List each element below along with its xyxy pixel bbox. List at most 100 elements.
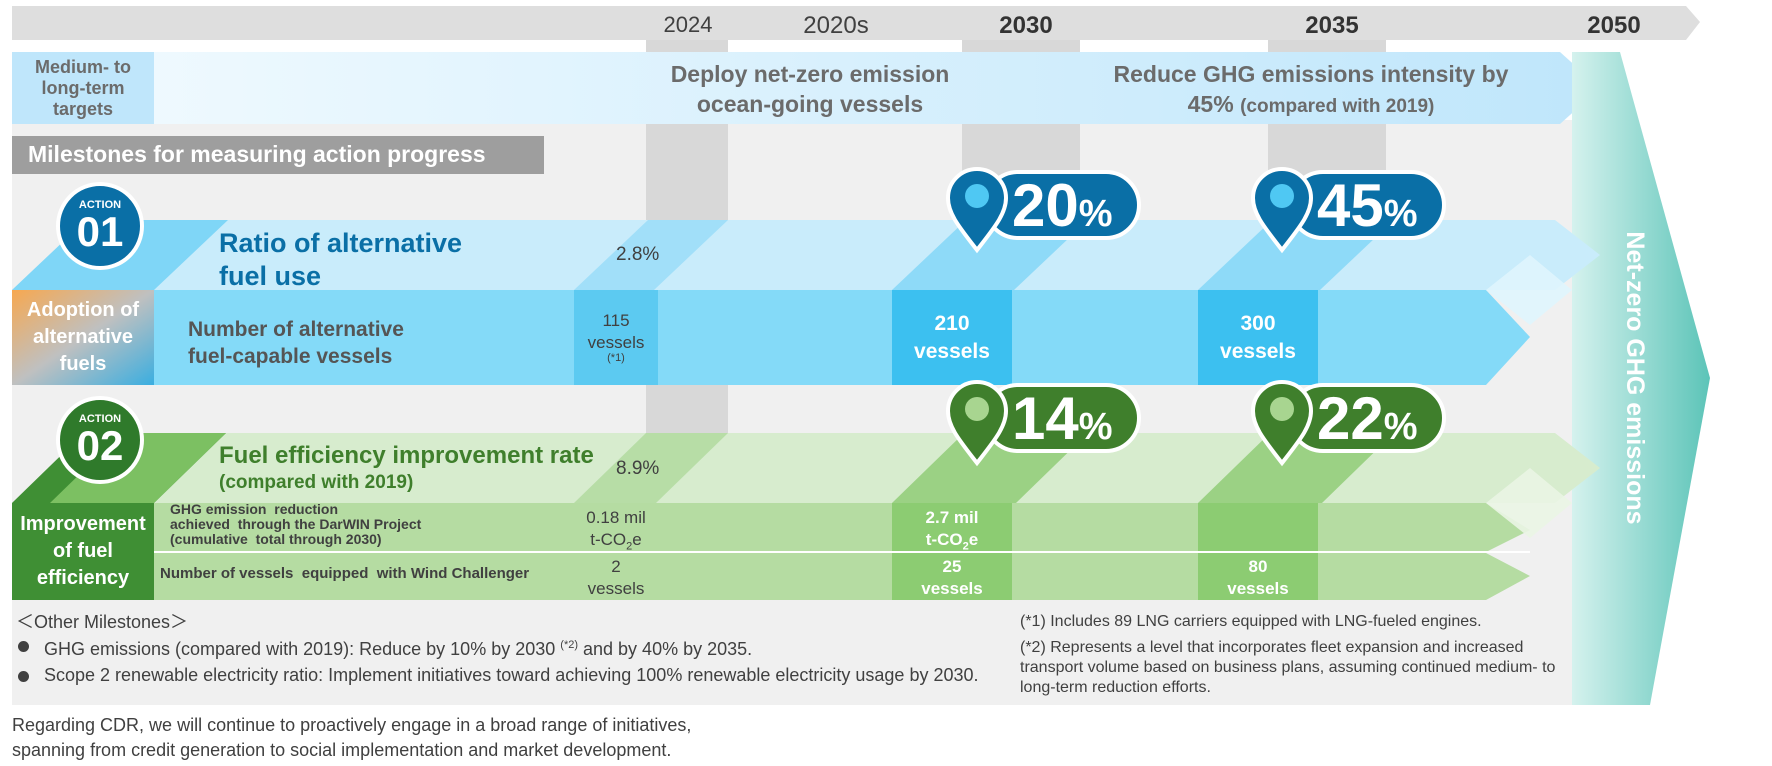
- wind-2030-unit: vessels: [921, 579, 983, 598]
- adoption-label: Adoption of alternative fuels: [12, 290, 154, 385]
- ghg-2030-sub: 2: [962, 540, 969, 553]
- item1-text-b: and by 40% by 2035.: [578, 639, 753, 659]
- pin-2030-num: 20: [1012, 172, 1079, 239]
- year-2020s: 2020s: [803, 12, 869, 39]
- wind-2030: 25 vessels: [892, 556, 1012, 600]
- action02-band-2024: [574, 433, 728, 503]
- action02-band-upper: [12, 433, 1600, 503]
- target-reduce-note: (compared with 2019): [1240, 96, 1435, 117]
- ghg-2024-line1: 0.18 mil: [586, 508, 646, 527]
- action02-value-2024: 8.9%: [616, 458, 660, 479]
- ghg-label-line2: achieved through the DarWIN Project: [170, 516, 422, 532]
- cdr-line1: Regarding CDR, we will continue to proac…: [12, 715, 692, 735]
- pin-2030-blue: [945, 167, 1141, 254]
- year-2024: 2024: [663, 12, 713, 37]
- action01-pin-2035-value: 45%: [1317, 176, 1418, 244]
- action02-pin-2030-value: 14%: [1012, 389, 1113, 457]
- action01-vessels-label: Number of alternative fuel-capable vesse…: [188, 316, 404, 370]
- action01-pin-2030-value: 20%: [1012, 176, 1113, 244]
- vessels-2024-note: (*1): [607, 352, 625, 364]
- action01-badge-word: ACTION: [78, 199, 122, 211]
- item2-text: Scope 2 renewable electricity ratio: Imp…: [44, 665, 979, 685]
- action02-band-wind: [12, 553, 1530, 600]
- wind-2024-unit: vessels: [587, 579, 645, 598]
- footnote-1: (*1) Includes 89 LNG carriers equipped w…: [1020, 613, 1482, 630]
- ghg-label-line1: GHG emission reduction: [170, 501, 339, 517]
- ghg-label: GHG emission reduction achieved through …: [170, 502, 421, 547]
- other-milestones-heading: ＜Other Milestones＞: [16, 612, 189, 632]
- milestones-title-bar: [12, 136, 544, 174]
- wind-2024-num: 2: [611, 557, 621, 576]
- target-reduce-pct: 45%: [1187, 91, 1234, 117]
- adoption-label-text: Adoption of alternative fuels: [26, 299, 140, 375]
- pin-2030-green-unit: %: [1078, 406, 1113, 448]
- vessels-2024-num: 115: [602, 311, 630, 330]
- wind-2030-num: 25: [942, 557, 962, 576]
- vessels-label-line1: Number of alternative: [188, 318, 404, 341]
- improvement-label-box: [12, 503, 154, 600]
- target-label-box: [12, 52, 154, 124]
- action02-title-main: Fuel efficiency improvement rate: [219, 442, 594, 469]
- pin-2035-green-num: 22: [1317, 385, 1384, 452]
- action02-band-ghg: [12, 503, 1530, 552]
- wind-label: Number of vessels equipped with Wind Cha…: [160, 565, 530, 582]
- pin-2030-green: [945, 380, 1141, 467]
- other-milestone-item: GHG emissions (compared with 2019): Redu…: [12, 634, 1002, 661]
- action01-band-lower: [12, 290, 1530, 385]
- vessels-label-line2: fuel-capable vessels: [188, 345, 393, 368]
- target-reduce-line2: 45% (compared with 2019): [1096, 89, 1526, 122]
- ghg-2030-line1: 2.7 mil: [925, 508, 979, 527]
- target-reduce: Reduce GHG emissions intensity by 45% (c…: [1096, 59, 1526, 122]
- target-deploy: Deploy net-zero emission ocean-going ves…: [670, 61, 950, 117]
- pin-2030-green-num: 14: [1012, 385, 1079, 452]
- targets-label-text: Medium- to long-term targets: [35, 56, 131, 119]
- targets-label: Medium- to long-term targets: [12, 52, 154, 124]
- ghg-2024-tco: t-CO: [590, 530, 627, 549]
- action01-value-2024: 2.8%: [616, 244, 660, 265]
- net-zero-arrow: [1572, 52, 1710, 705]
- item1-text: GHG emissions (compared with 2019): Redu…: [44, 639, 556, 659]
- other-milestones-list: GHG emissions (compared with 2019): Redu…: [12, 634, 1002, 687]
- year-2030: 2030: [999, 12, 1053, 39]
- vessels-2030-num: 210: [934, 311, 970, 335]
- ghg-2024-e: e: [632, 530, 642, 549]
- milestones-title: Milestones for measuring action progress: [28, 141, 486, 167]
- action01-chevron-tip: [1486, 255, 1572, 325]
- action01-title: Ratio of alternative fuel use: [219, 227, 462, 293]
- item1-note: (*2): [560, 639, 579, 651]
- ghg-2024-sub: 2: [626, 540, 633, 553]
- vessels-2030-unit: vessels: [914, 339, 990, 363]
- vessels-2024-unit: vessels: [587, 333, 645, 352]
- footnote-2: (*2) Represents a level that incorporate…: [1020, 639, 1556, 696]
- adoption-label-box: [12, 290, 154, 385]
- ghg-2024: 0.18 mil t-CO2e: [574, 507, 658, 557]
- ghg-2030-e: e: [968, 530, 979, 549]
- action02-badge-num: 02: [76, 422, 124, 469]
- pin-2035-num: 45: [1317, 172, 1384, 239]
- ghg-2024-line2: t-CO2e: [574, 529, 658, 557]
- action01-title-line1: Ratio of alternative: [219, 228, 463, 258]
- wind-2035: 80 vessels: [1198, 556, 1318, 600]
- action01-badge-num: 01: [76, 208, 124, 255]
- wind-2035-unit: vessels: [1227, 579, 1289, 598]
- action01-vessels-2024: 115 vessels (*1): [574, 310, 658, 364]
- timeline-arrow: [12, 6, 1700, 40]
- action01-band-2024: [574, 220, 728, 290]
- action01-band-upper: [12, 220, 1600, 290]
- year-2035: 2035: [1305, 12, 1359, 39]
- other-milestone-item: Scope 2 renewable electricity ratio: Imp…: [12, 664, 1002, 687]
- ghg-2030: 2.7 mil t-CO2e: [892, 507, 1012, 557]
- wind-2035-num: 80: [1248, 557, 1268, 576]
- footnotes: (*1) Includes 89 LNG carriers equipped w…: [1020, 612, 1570, 698]
- target-arrow: [12, 52, 1600, 124]
- action01-vessels-2035: 300 vessels: [1198, 290, 1318, 385]
- year-2050: 2050: [1587, 12, 1641, 39]
- ghg-label-line3: (cumulative total through 2030): [170, 531, 382, 547]
- pin-2035-unit: %: [1383, 193, 1418, 235]
- improvement-label: Improvement of fuel efficiency: [12, 503, 154, 600]
- wind-2024: 2 vessels: [574, 556, 658, 600]
- pin-2035-green: [1250, 380, 1446, 467]
- pin-2035-blue: [1250, 167, 1446, 254]
- vessels-2035-unit: vessels: [1220, 339, 1296, 363]
